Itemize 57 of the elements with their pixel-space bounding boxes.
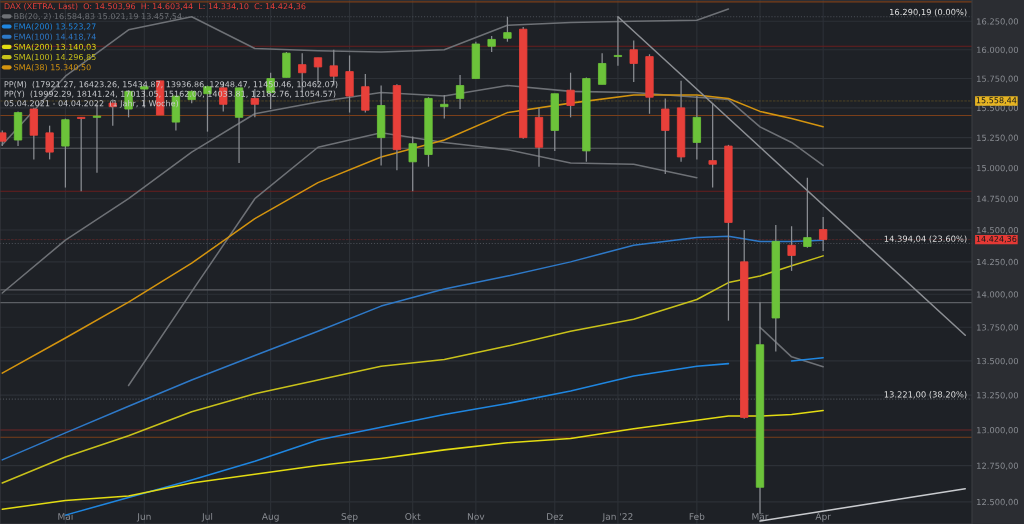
- candlestick: [787, 225, 796, 272]
- x-tick-label: Okt: [405, 512, 421, 520]
- candlestick: [629, 39, 638, 83]
- y-tick-label: 15.000,00: [977, 164, 1019, 173]
- y-tick-label: 13.750,00: [977, 324, 1019, 332]
- y-tick-label: 14.000,00: [977, 291, 1019, 299]
- candlestick: [408, 135, 417, 192]
- candlestick: [503, 16, 512, 43]
- x-tick-label: Mär: [752, 512, 769, 520]
- x-tick-label: Mai: [58, 512, 73, 520]
- y-tick-label: 15.750,00: [977, 75, 1019, 83]
- y-tick-label: 13.250,00: [977, 392, 1019, 400]
- legend-label: SMA(100) 14.296,85: [14, 53, 96, 62]
- legend-label: EMA(200) 13.523,27: [14, 23, 96, 31]
- y-tick-label: 15.500,00: [977, 104, 1019, 112]
- candlestick: [77, 116, 86, 192]
- y-tick-label: 13.500,00: [977, 357, 1019, 366]
- legend-label: BB(20, 2) 16.584,83 15.021,19 13.457,54: [14, 13, 182, 21]
- legend-label: SMA(38) 15.340,50: [14, 64, 91, 72]
- chart-title: DAX (XETRA, Last) O: 14.503,96 H: 14.603,44 L: 14.334,10 C: 14.424,36: [4, 3, 306, 11]
- y-tick-label: 13.000,00: [977, 427, 1019, 435]
- candlestick: [455, 74, 465, 110]
- y-tick-label: 12.750,00: [977, 462, 1019, 470]
- ref-line-label: 15.558,44: [976, 97, 1017, 105]
- candlestick: [803, 177, 812, 249]
- candlestick: [661, 97, 670, 175]
- x-tick-label: Apr: [815, 513, 831, 522]
- x-tick-label: Jul: [201, 512, 213, 522]
- x-tick-label: Feb: [689, 512, 705, 520]
- x-tick-label: Aug: [261, 513, 279, 522]
- ref-line-label: 16.290,19 (0.00%): [890, 8, 967, 17]
- legend-label: EMA(100) 14.418,74: [14, 33, 96, 41]
- candlestick: [440, 94, 449, 120]
- x-tick-label: Dez: [547, 513, 564, 520]
- line-series: [1, 409, 824, 510]
- x-tick-label: Jan '22: [602, 513, 633, 522]
- legend-label: SMA(200) 13.140,03: [14, 43, 96, 51]
- y-tick-label: 12.500,00: [977, 498, 1019, 507]
- ref-line-label: 14.394,04 (23.60%): [884, 235, 967, 243]
- ref-line-label: 14.424,36: [976, 235, 1017, 243]
- candlestick: [361, 73, 370, 114]
- candlestick: [819, 216, 828, 252]
- candlestick: [708, 102, 717, 189]
- y-tick-label: 15.250,00: [977, 134, 1019, 142]
- line-series: [1, 255, 824, 484]
- y-tick-label: 16.250,00: [977, 18, 1019, 26]
- candlestick: [598, 52, 607, 85]
- y-tick-label: 14.750,00: [977, 195, 1019, 203]
- x-tick-label: Jun: [136, 513, 151, 522]
- candlestick: [566, 72, 575, 118]
- y-tick-label: 14.250,00: [977, 258, 1019, 267]
- x-tick-label: Sep: [341, 513, 358, 522]
- candlestick: [45, 125, 54, 161]
- y-tick-label: 14.500,00: [977, 226, 1019, 235]
- ref-line-label: 13.221,00 (38.20%): [884, 391, 967, 399]
- x-tick-label: Nov: [467, 513, 485, 520]
- y-tick-label: 16.000,00: [977, 46, 1019, 54]
